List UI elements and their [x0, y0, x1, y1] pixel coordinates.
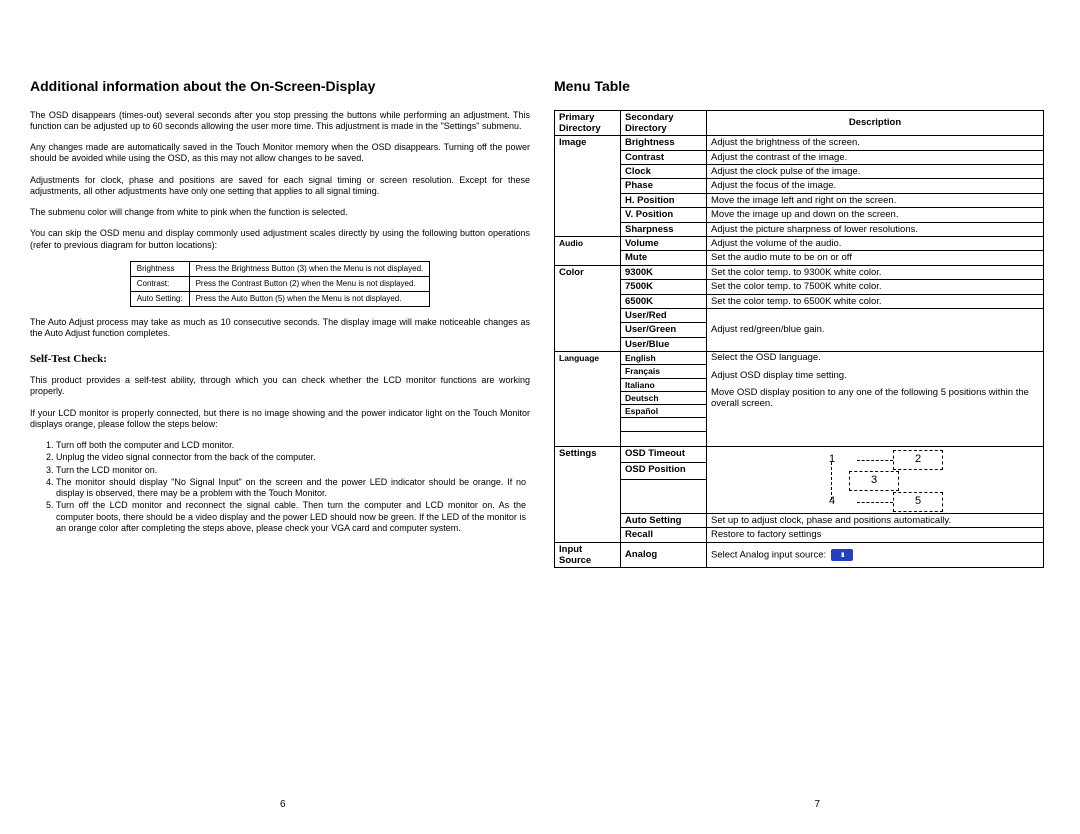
sec-label: English	[621, 352, 707, 365]
sec-label: Auto Setting	[621, 513, 707, 527]
desc-cell: Select the OSD language. Adjust OSD disp…	[707, 352, 1044, 447]
sec-label: Clock	[621, 165, 707, 179]
desc-cell: Set the color temp. to 9300K white color…	[707, 265, 1044, 279]
sec-label: Recall	[621, 528, 707, 542]
lang-desc: Select the OSD language.	[711, 352, 1039, 363]
cell: Press the Auto Button (5) when the Menu …	[189, 291, 430, 306]
sec-label: H. Position	[621, 193, 707, 207]
desc-cell: Adjust the focus of the image.	[707, 179, 1044, 193]
left-title: Additional information about the On-Scre…	[30, 78, 530, 96]
sec-label: 7500K	[621, 280, 707, 294]
desc-cell: Adjust the volume of the audio.	[707, 237, 1044, 251]
para: The OSD disappears (times-out) several s…	[30, 110, 530, 133]
sec-label	[621, 432, 707, 446]
dash-line	[857, 460, 893, 461]
primary-label: Image	[555, 136, 621, 237]
desc-cell: Adjust the picture sharpness of lower re…	[707, 222, 1044, 236]
lang-desc: Adjust OSD display time setting.	[711, 370, 1039, 381]
page-number-left: 6	[280, 799, 286, 810]
input-source-desc: Select Analog input source:	[711, 550, 826, 561]
cell: Auto Setting:	[130, 291, 189, 306]
desc-cell: Set up to adjust clock, phase and positi…	[707, 513, 1044, 527]
cell: Press the Contrast Button (2) when the M…	[189, 276, 430, 291]
primary-label: Language	[555, 352, 621, 447]
dash-line	[831, 482, 832, 500]
primary-label: Audio	[555, 237, 621, 266]
vga-icon: ıııı	[831, 549, 853, 561]
diagram-num: 1	[807, 450, 857, 470]
desc-cell: Move the image left and right on the scr…	[707, 193, 1044, 207]
desc-cell: Set the color temp. to 7500K white color…	[707, 280, 1044, 294]
right-title: Menu Table	[554, 78, 1044, 96]
sec-label: Phase	[621, 179, 707, 193]
th-primary: PrimaryDirectory	[555, 110, 621, 136]
sec-label	[621, 418, 707, 432]
desc-cell: Adjust red/green/blue gain.	[707, 308, 1044, 351]
diagram-num: 3	[849, 471, 899, 491]
desc-cell: Restore to factory settings	[707, 528, 1044, 542]
desc-cell: Adjust the brightness of the screen.	[707, 136, 1044, 150]
sec-label: Español	[621, 404, 707, 417]
para: Any changes made are automatically saved…	[30, 142, 530, 165]
self-test-steps: Turn off both the computer and LCD monit…	[30, 440, 530, 534]
th-desc: Description	[707, 110, 1044, 136]
desc-cell: Adjust the clock pulse of the image.	[707, 165, 1044, 179]
primary-label: Color	[555, 265, 621, 351]
diagram-num: 4	[807, 492, 857, 512]
sec-label: Sharpness	[621, 222, 707, 236]
sec-label: User/Green	[621, 323, 707, 337]
primary-label: InputSource	[555, 542, 621, 568]
page-number-right: 7	[814, 799, 820, 810]
sec-label: Contrast	[621, 150, 707, 164]
lang-desc: Move OSD display position to any one of …	[711, 387, 1039, 410]
shortcut-table: BrightnessPress the Brightness Button (3…	[130, 261, 431, 307]
para: The Auto Adjust process may take as much…	[30, 317, 530, 340]
cell: Press the Brightness Button (3) when the…	[189, 261, 430, 276]
desc-cell: Select Analog input source: ıııı	[707, 542, 1044, 568]
sec-label: V. Position	[621, 208, 707, 222]
sec-label: OSD Position	[621, 463, 707, 480]
sec-label: Volume	[621, 237, 707, 251]
para: If your LCD monitor is properly connecte…	[30, 408, 530, 431]
sec-label	[621, 479, 707, 513]
sec-label: Français	[621, 365, 707, 378]
sec-label: Deutsch	[621, 391, 707, 404]
diagram-num: 2	[893, 450, 943, 470]
step: The monitor should display "No Signal In…	[56, 477, 530, 500]
menu-table: PrimaryDirectory SecondaryDirectory Desc…	[554, 110, 1044, 569]
para: The submenu color will change from white…	[30, 207, 530, 218]
sec-label: Brightness	[621, 136, 707, 150]
primary-label: Settings	[555, 446, 621, 542]
sec-label: Italiano	[621, 378, 707, 391]
step: Turn off the LCD monitor and reconnect t…	[56, 500, 530, 534]
sec-label: User/Red	[621, 308, 707, 322]
dash-line	[857, 502, 893, 503]
sec-label: OSD Timeout	[621, 446, 707, 463]
desc-cell: Move the image up and down on the screen…	[707, 208, 1044, 222]
cell: Contrast:	[130, 276, 189, 291]
sec-label: User/Blue	[621, 337, 707, 351]
step: Turn off both the computer and LCD monit…	[56, 440, 530, 451]
cell: Brightness	[130, 261, 189, 276]
desc-cell: Set the color temp. to 6500K white color…	[707, 294, 1044, 308]
step: Unplug the video signal connector from t…	[56, 452, 530, 463]
sec-label: 9300K	[621, 265, 707, 279]
dash-line	[831, 462, 832, 480]
th-secondary: SecondaryDirectory	[621, 110, 707, 136]
desc-cell: Set the audio mute to be on or off	[707, 251, 1044, 265]
desc-cell: Adjust the contrast of the image.	[707, 150, 1044, 164]
para: Adjustments for clock, phase and positio…	[30, 175, 530, 198]
step: Turn the LCD monitor on.	[56, 465, 530, 476]
para: This product provides a self-test abilit…	[30, 375, 530, 398]
desc-cell: 1 2 3 4 5	[707, 446, 1044, 513]
sec-label: Analog	[621, 542, 707, 568]
left-page: Additional information about the On-Scre…	[30, 78, 530, 568]
para: You can skip the OSD menu and display co…	[30, 228, 530, 251]
sec-label: Mute	[621, 251, 707, 265]
sec-label: 6500K	[621, 294, 707, 308]
self-test-heading: Self-Test Check:	[30, 353, 530, 367]
right-page: Menu Table PrimaryDirectory SecondaryDir…	[554, 78, 1044, 568]
diagram-num: 5	[893, 492, 943, 512]
position-diagram: 1 2 3 4 5	[805, 450, 945, 512]
